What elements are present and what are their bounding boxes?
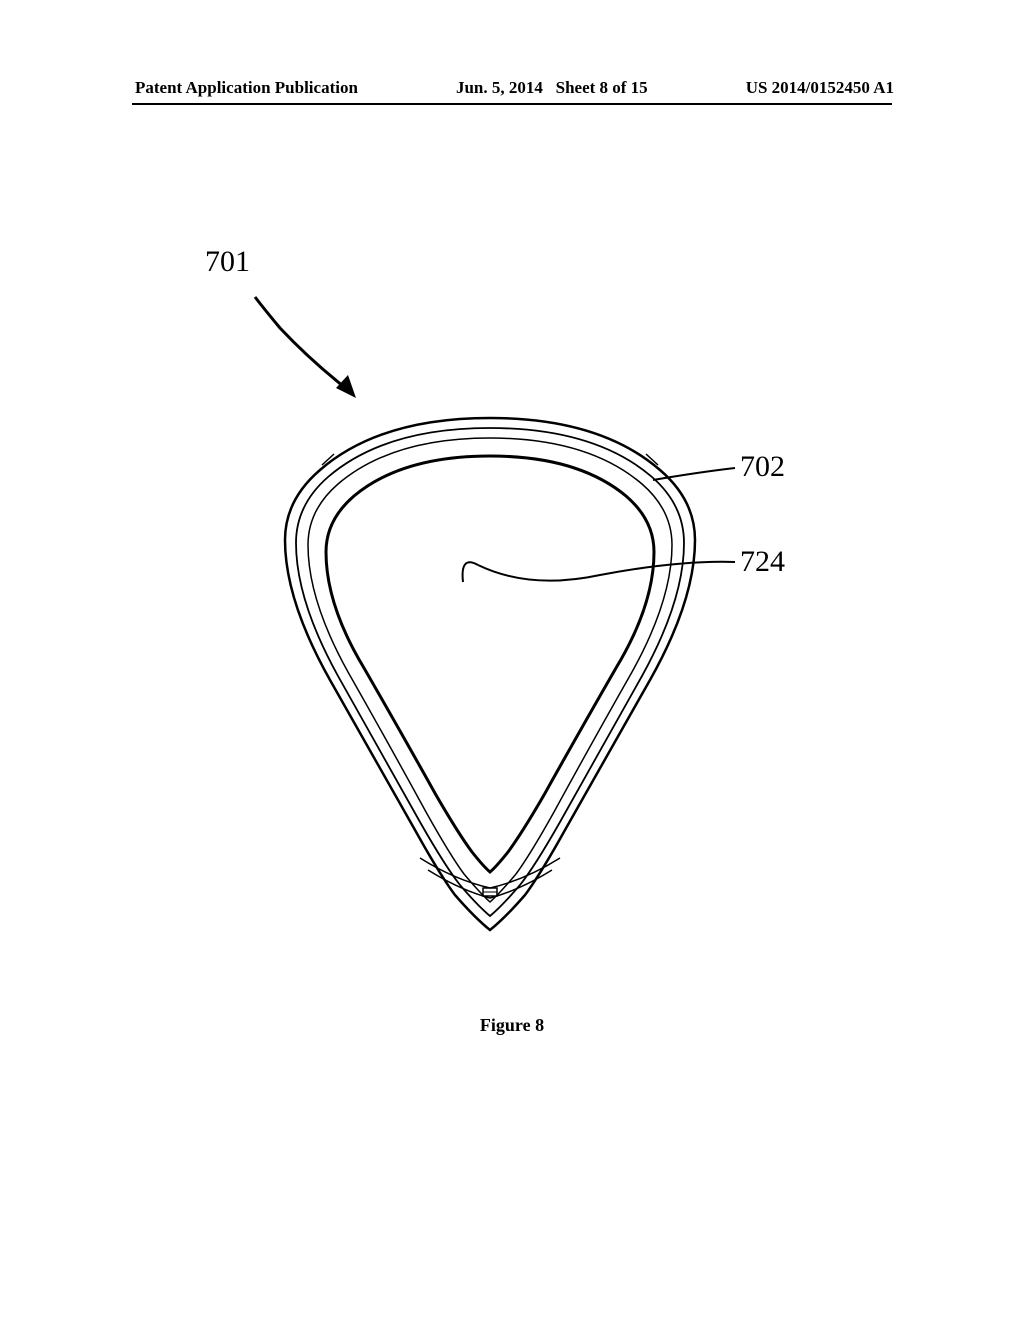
device-outline-group <box>285 418 695 930</box>
outline-outermost <box>285 418 695 930</box>
outline-rim-2 <box>296 428 684 916</box>
patent-figure-drawing <box>0 0 1024 1320</box>
ref-label-701: 701 <box>205 245 250 279</box>
ref-label-702: 702 <box>740 450 785 484</box>
outline-rim-3 <box>308 438 672 902</box>
inner-opening <box>326 456 654 872</box>
arrow-701 <box>255 297 356 398</box>
ref-label-724: 724 <box>740 545 785 579</box>
figure-caption: Figure 8 <box>0 1015 1024 1036</box>
